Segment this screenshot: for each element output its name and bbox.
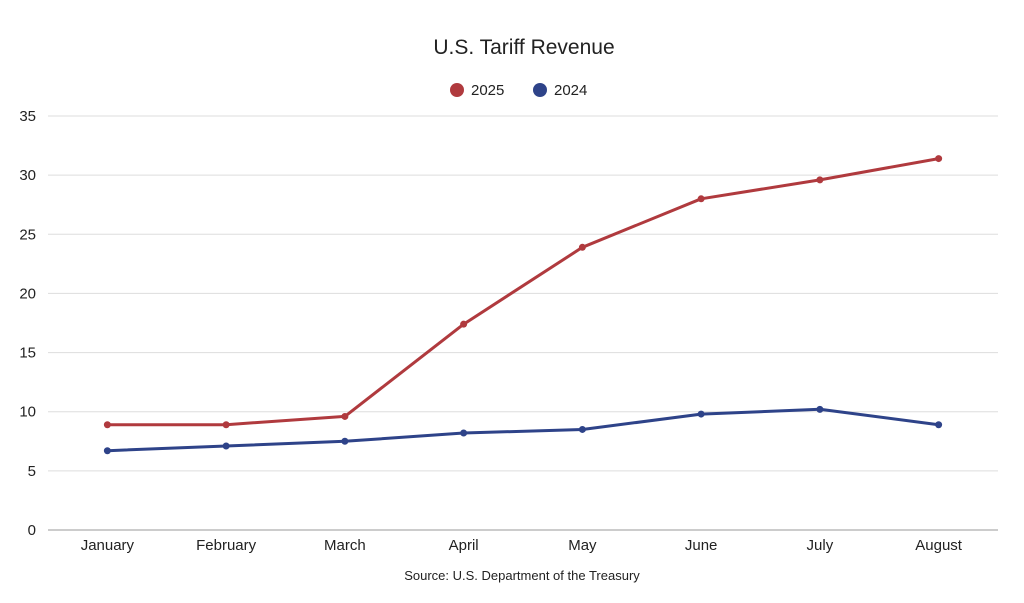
legend-label-2025: 2025 [471,82,504,99]
y-tick-label: 5 [28,463,36,480]
data-point-2025 [935,155,943,163]
x-tick-label: June [685,537,718,554]
y-tick-label: 30 [19,167,36,184]
data-point-2025 [816,176,824,184]
data-point-2025 [578,243,586,251]
gridlines [48,115,998,472]
data-point-2025 [697,195,705,203]
x-tick-label: August [915,537,963,554]
y-tick-label: 0 [28,522,36,539]
data-point-2025 [103,421,111,429]
x-tick-label: May [568,537,597,554]
x-tick-label: February [196,537,257,554]
legend-marker-2025 [450,83,464,97]
data-point-2024 [935,421,943,429]
data-point-2025 [460,320,468,328]
x-tick-label: January [81,537,135,554]
legend-marker-2024 [533,83,547,97]
data-point-2024 [103,447,111,455]
x-tick-label: March [324,537,366,554]
x-tick-label: April [449,537,479,554]
y-tick-label: 35 [19,108,36,125]
data-point-2025 [222,421,230,429]
data-point-2024 [578,425,586,433]
data-point-2024 [341,437,349,445]
x-axis: January February March April May June July Augu… [48,529,998,554]
data-point-2024 [460,429,468,437]
data-point-2025 [341,412,349,420]
y-tick-label: 10 [19,404,36,421]
data-point-2024 [222,442,230,450]
source-note: Source: U.S. Department of the Treasury [404,568,640,583]
series-line-2024 [105,407,941,453]
y-tick-label: 25 [19,226,36,243]
chart-legend: 2025 2024 [450,82,587,99]
x-tick-label: July [807,537,834,554]
legend-label-2024: 2024 [554,82,587,99]
y-axis: 0 5 10 15 20 25 30 35 [19,108,36,539]
data-point-2024 [816,405,824,413]
y-tick-label: 15 [19,345,36,362]
y-tick-label: 20 [19,285,36,302]
data-series [103,155,943,455]
chart-title: U.S. Tariff Revenue [433,36,614,59]
series-line-2025 [105,157,941,427]
data-point-2024 [697,410,705,418]
